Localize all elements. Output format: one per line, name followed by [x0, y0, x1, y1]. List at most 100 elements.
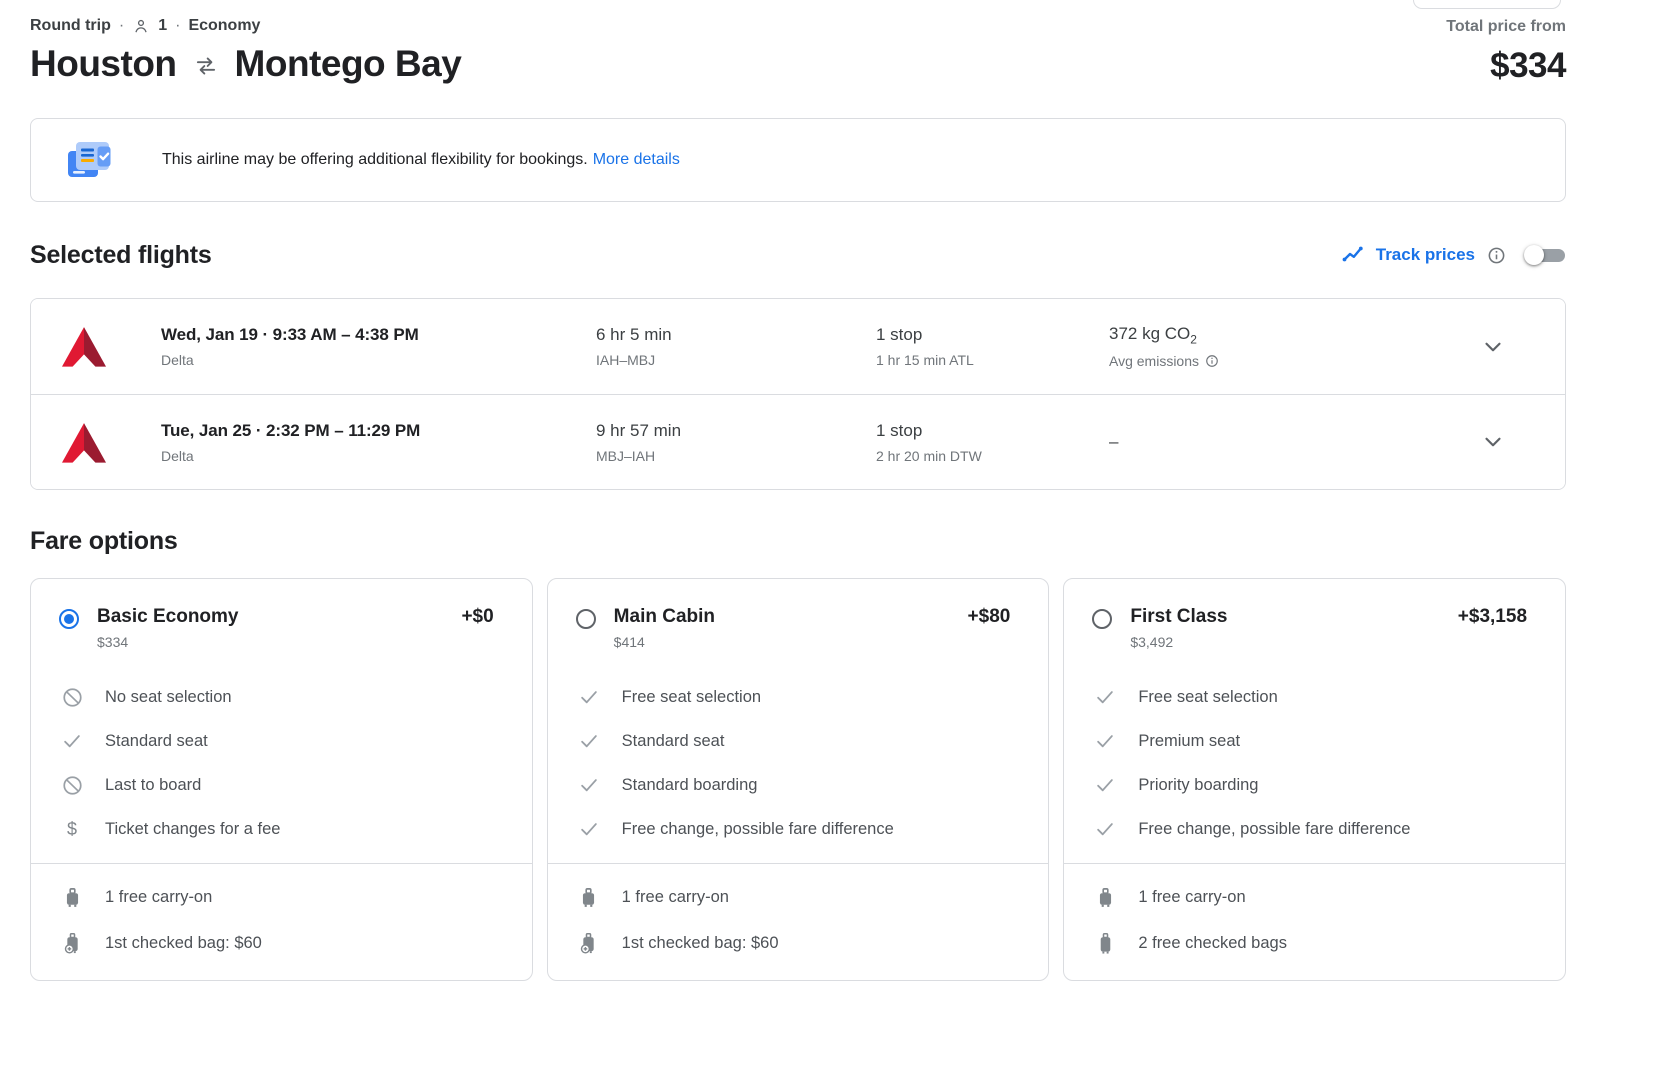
passenger-icon	[132, 17, 150, 35]
fare-feature-list: No seat selection Standard seat Last to …	[31, 675, 532, 851]
feature-row: Free seat selection	[576, 675, 1029, 719]
fare-card-header: First Class $3,492 +$3,158	[1064, 606, 1565, 650]
flight-route: MBJ–IAH	[596, 447, 656, 464]
page-header: Round trip · 1 · Economy Houston	[30, 16, 1566, 86]
fare-title-block: First Class $3,492	[1130, 606, 1227, 650]
selected-flights-list: Wed, Jan 19 · 9:33 AM – 4:38 PM Delta 6 …	[30, 298, 1566, 490]
cabin-class-label: Economy	[188, 16, 261, 34]
fare-card-first-class[interactable]: First Class $3,492 +$3,158 Free seat sel…	[1063, 578, 1567, 981]
toggle-thumb	[1524, 245, 1544, 265]
feature-text: No seat selection	[105, 687, 232, 706]
check-icon	[576, 818, 602, 840]
expand-flight-chevron-icon[interactable]	[1476, 330, 1510, 364]
trip-type-label: Round trip	[30, 16, 111, 34]
selected-flights-heading: Selected flights	[30, 240, 212, 269]
baggage-text: 1st checked bag: $60	[621, 933, 779, 952]
fare-price-delta: +$3,158	[1457, 606, 1528, 627]
check-icon	[1092, 730, 1118, 752]
flight-booking-page: Round trip · 1 · Economy Houston	[30, 0, 1567, 981]
fare-base-price: $414	[613, 634, 645, 650]
fare-radio-unselected[interactable]	[1092, 609, 1113, 629]
feature-text: Premium seat	[1138, 731, 1241, 750]
baggage-row: 1st checked bag: $60	[59, 920, 512, 966]
checked-bag-fee-icon	[576, 932, 602, 955]
emissions-value: 372 kg CO2	[1109, 324, 1476, 346]
fare-radio-selected[interactable]	[59, 609, 79, 629]
route-title: Houston Montego Bay	[30, 43, 462, 85]
delta-airline-logo	[61, 326, 107, 367]
carry-on-bag-icon	[1092, 886, 1118, 909]
expand-flight-chevron-icon[interactable]	[1476, 425, 1510, 459]
fare-card-basic-economy[interactable]: Basic Economy $334 +$0 No seat selection…	[30, 578, 533, 981]
feature-row: Standard seat	[576, 719, 1029, 763]
feature-row: Free change, possible fare difference	[576, 807, 1029, 851]
flight-stops-col: 1 stop 2 hr 20 min DTW	[876, 421, 1109, 464]
fare-card-main-cabin[interactable]: Main Cabin $414 +$80 Free seat selection…	[546, 578, 1050, 981]
feature-row: Standard seat	[59, 719, 512, 763]
separator-dot: ·	[118, 16, 125, 34]
selected-flights-header-row: Selected flights Track prices	[30, 239, 1566, 271]
stops-count: 1 stop	[876, 420, 923, 440]
checked-bag-icon	[1092, 932, 1118, 955]
more-details-link[interactable]: More details	[592, 151, 680, 168]
flight-emissions-col: 372 kg CO2 Avg emissions	[1109, 324, 1476, 369]
flight-date-time: Tue, Jan 25 · 2:32 PM – 11:29 PM	[161, 420, 421, 440]
feature-text: Standard seat	[105, 731, 208, 750]
cutoff-top-button[interactable]	[1413, 0, 1561, 9]
check-icon	[576, 686, 602, 708]
track-prices-cluster: Track prices	[1338, 239, 1566, 271]
baggage-section: 1 free carry-on 1st checked bag: $60	[547, 863, 1049, 966]
check-icon	[576, 774, 602, 796]
flexibility-banner: This airline may be offering additional …	[30, 118, 1566, 202]
flight-duration-col: 9 hr 57 min MBJ–IAH	[596, 421, 876, 464]
stop-detail: 2 hr 20 min DTW	[876, 447, 982, 464]
emissions-text: 372 kg CO	[1109, 323, 1191, 343]
fare-card-header: Basic Economy $334 +$0	[31, 606, 532, 650]
flight-row-return[interactable]: Tue, Jan 25 · 2:32 PM – 11:29 PM Delta 9…	[31, 394, 1565, 489]
flight-emissions-col: –	[1109, 432, 1476, 452]
feature-text: Free change, possible fare difference	[1138, 819, 1411, 838]
feature-text: Standard seat	[621, 731, 725, 750]
check-icon	[59, 730, 85, 752]
fare-price-delta: +$0	[461, 606, 494, 627]
fare-title-block: Basic Economy $334	[97, 606, 239, 650]
destination-city: Montego Bay	[234, 43, 462, 84]
baggage-text: 1 free carry-on	[1138, 887, 1246, 906]
feature-text: Ticket changes for a fee	[105, 819, 281, 838]
price-trend-icon	[1342, 246, 1363, 262]
flight-duration-col: 6 hr 5 min IAH–MBJ	[596, 325, 876, 368]
fare-radio-unselected[interactable]	[575, 609, 596, 629]
trip-meta: Round trip · 1 · Economy	[30, 16, 461, 35]
flight-duration: 9 hr 57 min	[596, 420, 682, 440]
flight-datetime-col: Wed, Jan 19 · 9:33 AM – 4:38 PM Delta	[161, 325, 596, 368]
feature-row: $ Ticket changes for a fee	[59, 807, 512, 851]
fare-feature-list: Free seat selection Standard seat Standa…	[548, 675, 1049, 851]
header-left: Round trip · 1 · Economy Houston	[30, 16, 462, 85]
flight-stops-col: 1 stop 1 hr 15 min ATL	[876, 325, 1109, 368]
feature-row: No seat selection	[59, 675, 512, 719]
separator-dot: ·	[175, 16, 181, 34]
fare-base-price: $3,492	[1130, 634, 1174, 650]
fare-card-header: Main Cabin $414 +$80	[548, 606, 1049, 650]
track-prices-label: Track prices	[1375, 245, 1475, 264]
dollar-icon: $	[66, 818, 77, 839]
emissions-subscript: 2	[1190, 332, 1197, 347]
feature-text: Priority boarding	[1138, 775, 1259, 794]
track-prices-toggle[interactable]	[1524, 244, 1566, 266]
feature-row: Priority boarding	[1092, 763, 1545, 807]
stop-detail: 1 hr 15 min ATL	[876, 352, 974, 368]
carry-on-bag-icon	[576, 886, 602, 909]
baggage-text: 1 free carry-on	[105, 887, 213, 906]
check-icon	[1092, 686, 1118, 708]
feature-text: Free seat selection	[1138, 687, 1278, 706]
feature-text: Free change, possible fare difference	[621, 819, 894, 838]
banner-message: This airline may be offering additional …	[162, 151, 680, 169]
flight-row-outbound[interactable]: Wed, Jan 19 · 9:33 AM – 4:38 PM Delta 6 …	[31, 299, 1565, 394]
emissions-info-icon[interactable]	[1205, 354, 1219, 368]
track-prices-info-icon[interactable]	[1487, 246, 1506, 265]
feature-row: Free seat selection	[1092, 675, 1545, 719]
fare-name: Main Cabin	[613, 606, 716, 627]
baggage-text: 1st checked bag: $60	[105, 933, 262, 952]
baggage-section: 1 free carry-on 1st checked bag: $60	[31, 863, 532, 966]
track-prices-button[interactable]: Track prices	[1338, 239, 1477, 271]
